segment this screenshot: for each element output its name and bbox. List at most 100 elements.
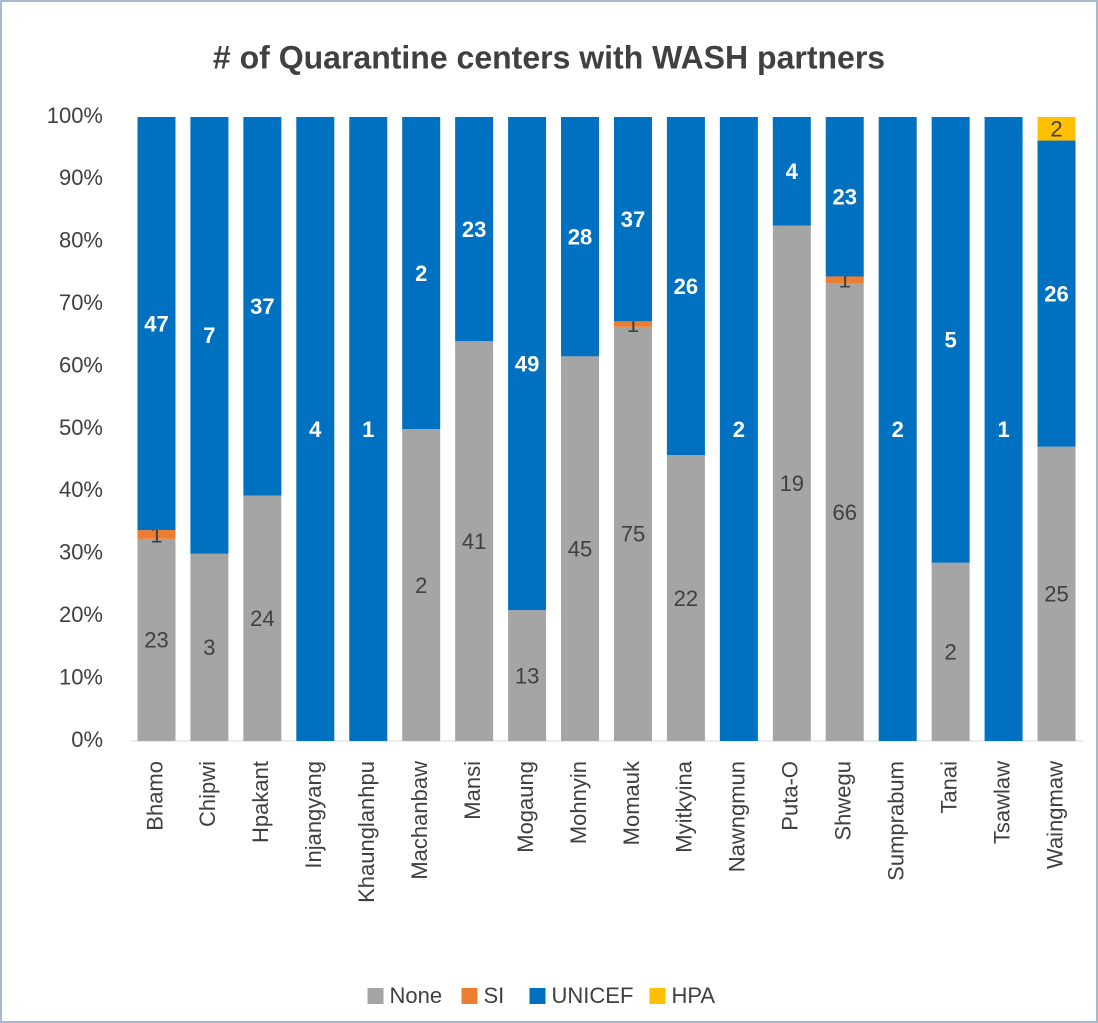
bar-segment (1037, 140, 1076, 447)
data-label: 66 (833, 500, 857, 525)
bar-segment (190, 553, 229, 741)
legend-swatch (649, 988, 666, 1004)
x-tick-label: Momauk (619, 760, 644, 845)
y-tick-label: 90% (59, 165, 103, 190)
bar-segment (243, 117, 282, 496)
data-label: 2 (415, 573, 427, 598)
bar-segment (931, 117, 970, 563)
data-label: 1 (362, 417, 374, 442)
legend-swatch (367, 988, 384, 1004)
y-tick-label: 20% (59, 602, 103, 627)
bar-segment (508, 610, 547, 741)
bar-segment (719, 117, 758, 741)
y-tick-label: 0% (71, 727, 103, 752)
x-tick-label: Chipwi (195, 761, 220, 827)
y-tick-label: 50% (59, 415, 103, 440)
bar-segment (613, 321, 652, 327)
bar-segment (508, 117, 547, 611)
data-label: 45 (568, 536, 592, 561)
bar-segment (1037, 117, 1076, 141)
bar-segment (455, 341, 494, 741)
bar-segment (561, 356, 600, 741)
x-tick-label: Bhamo (142, 761, 167, 831)
x-tick-label: Mohnyin (566, 761, 591, 844)
legend-label: HPA (672, 983, 716, 1008)
x-tick-label: Mansi (460, 761, 485, 820)
bar-segment (137, 530, 176, 539)
legend-swatch (461, 988, 478, 1004)
data-label: 28 (568, 224, 592, 249)
x-tick-label: Hpakant (248, 761, 273, 843)
x-tick-label: Tsawlaw (989, 761, 1014, 844)
bar-segment (402, 429, 441, 741)
y-tick-label: 60% (59, 352, 103, 377)
data-label: 2 (733, 417, 745, 442)
bar-segment (878, 117, 917, 741)
data-label: 26 (1044, 281, 1068, 306)
data-label: 24 (250, 606, 274, 631)
data-label: 22 (674, 586, 698, 611)
bar-segment (561, 117, 600, 357)
bar-segment (349, 117, 388, 741)
y-tick-label: 100% (47, 103, 103, 128)
data-label: 23 (833, 185, 857, 210)
data-label: 49 (515, 351, 539, 376)
data-label: 26 (674, 274, 698, 299)
data-label: 3 (203, 635, 215, 660)
x-tick-label: Shwegu (831, 761, 856, 841)
data-label: 19 (780, 471, 804, 496)
data-label: 4 (786, 159, 799, 184)
bar-segment (613, 117, 652, 322)
x-tick-label: Nawngmun (725, 761, 750, 872)
data-label: 2 (945, 640, 957, 665)
y-tick-label: 40% (59, 477, 103, 502)
x-tick-label: Sumprabum (884, 761, 909, 881)
chart-title: # of Quarantine centers with WASH partne… (213, 39, 885, 75)
y-tick-label: 80% (59, 228, 103, 253)
x-tick-label: Tanai (936, 761, 961, 814)
bar-segment (1037, 446, 1076, 741)
data-label: 2 (415, 261, 427, 286)
data-label: 4 (309, 417, 322, 442)
data-label: 23 (462, 217, 486, 242)
data-label: 37 (621, 207, 645, 232)
bar-segment (137, 538, 176, 741)
bar-segment (931, 562, 970, 741)
x-tick-label: Waingmaw (1042, 761, 1067, 869)
data-label: 2 (892, 417, 904, 442)
data-label: 23 (144, 628, 168, 653)
legend-label: None (390, 983, 443, 1008)
legend-label: UNICEF (552, 983, 634, 1008)
data-label: 7 (203, 323, 215, 348)
bar-segment (772, 117, 811, 226)
data-label: 41 (462, 529, 486, 554)
data-label: 1 (997, 417, 1009, 442)
bar-segment (772, 225, 811, 742)
legend-label: SI (484, 983, 505, 1008)
y-tick-label: 10% (59, 664, 103, 689)
data-label: 75 (621, 522, 645, 547)
x-tick-label: Khaunglanhpu (354, 761, 379, 903)
y-tick-label: 30% (59, 540, 103, 565)
data-label: 5 (945, 328, 957, 353)
bar-segment (402, 117, 441, 429)
x-tick-label: Myitkyina (672, 760, 697, 852)
x-tick-label: Mogaung (513, 761, 538, 853)
bar-segment (137, 117, 176, 531)
bar-segment (825, 283, 864, 741)
bar-segment (296, 117, 335, 741)
data-label: 2 (1050, 117, 1062, 142)
bar-segment (243, 495, 282, 741)
bar-segment (666, 117, 705, 455)
data-label: 25 (1044, 582, 1068, 607)
bar-segment (666, 455, 705, 741)
data-label: 37 (250, 294, 274, 319)
bar-segment (455, 117, 494, 342)
bar-segment (984, 117, 1023, 741)
data-label: 47 (144, 311, 168, 336)
x-tick-label: Puta-O (778, 761, 803, 831)
x-tick-label: Machanbaw (407, 761, 432, 880)
bar-segment (825, 276, 864, 284)
bar-segment (825, 117, 864, 277)
